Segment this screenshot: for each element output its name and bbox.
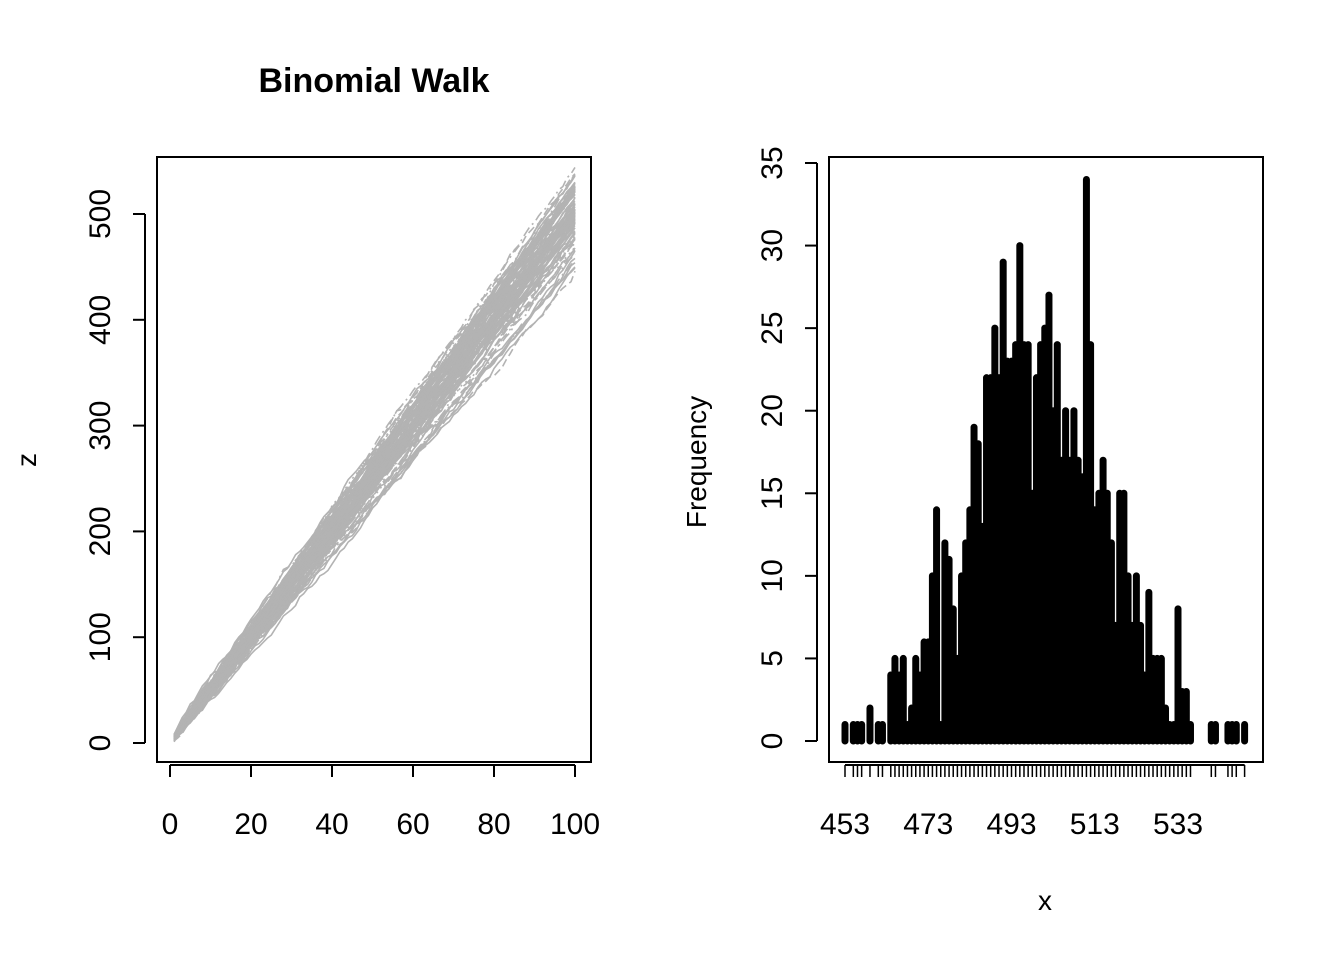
- right-y-tick-label: 35: [756, 146, 789, 179]
- left-y-tick-label: 200: [84, 506, 117, 556]
- left-x-tick-label: 20: [234, 808, 267, 841]
- walk-line: [173, 209, 576, 740]
- right-y-tick-label: 20: [756, 394, 789, 427]
- left-y-tick-label: 100: [84, 612, 117, 662]
- right-x-tick-label: 493: [986, 808, 1036, 841]
- left-y-tick-label: 0: [84, 735, 117, 752]
- right-x-axis-title: x: [1038, 885, 1052, 916]
- frequency-bars: [841, 176, 1249, 745]
- right-x-tick-label: 453: [820, 808, 870, 841]
- left-y-tick-label: 400: [84, 295, 117, 345]
- walk-line: [173, 249, 576, 739]
- right-y-tick-label: 0: [756, 733, 789, 750]
- left-x-tick-label: 60: [396, 808, 429, 841]
- left-x-tick-label: 40: [315, 808, 348, 841]
- right-x-tick-label: 513: [1070, 808, 1120, 841]
- right-y-tick-label: 30: [756, 229, 789, 262]
- walk-line: [173, 173, 576, 738]
- right-y-axis-title: Frequency: [681, 396, 712, 528]
- right-x-tick-label: 533: [1153, 808, 1203, 841]
- left-y-axis-title: z: [11, 453, 42, 467]
- left-chart-title: Binomial Walk: [258, 62, 489, 100]
- right-x-tick-label: 473: [903, 808, 953, 841]
- right-axes: 453 473 493 513 533 0 5 10 15 20 25 30 35: [756, 146, 1246, 841]
- left-y-tick-label: 500: [84, 189, 117, 239]
- walk-lines: [173, 166, 576, 743]
- walk-line: [173, 231, 576, 739]
- right-y-tick-label: 25: [756, 311, 789, 344]
- left-x-tick-label: 80: [477, 808, 510, 841]
- left-x-tick-label: 100: [550, 808, 600, 841]
- walk-line: [173, 186, 576, 742]
- right-y-tick-label: 15: [756, 477, 789, 510]
- left-y-tick-label: 300: [84, 401, 117, 451]
- right-plot-frame: [828, 156, 1264, 763]
- left-axes: 0 20 40 60 80 100 0 100 200 300 400 500: [84, 189, 600, 841]
- right-y-tick-label: 5: [756, 650, 789, 667]
- right-y-tick-label: 10: [756, 559, 789, 592]
- walk-line: [173, 191, 576, 736]
- left-x-tick-label: 0: [162, 808, 179, 841]
- left-plot-frame: [156, 156, 592, 763]
- walk-line: [173, 267, 576, 740]
